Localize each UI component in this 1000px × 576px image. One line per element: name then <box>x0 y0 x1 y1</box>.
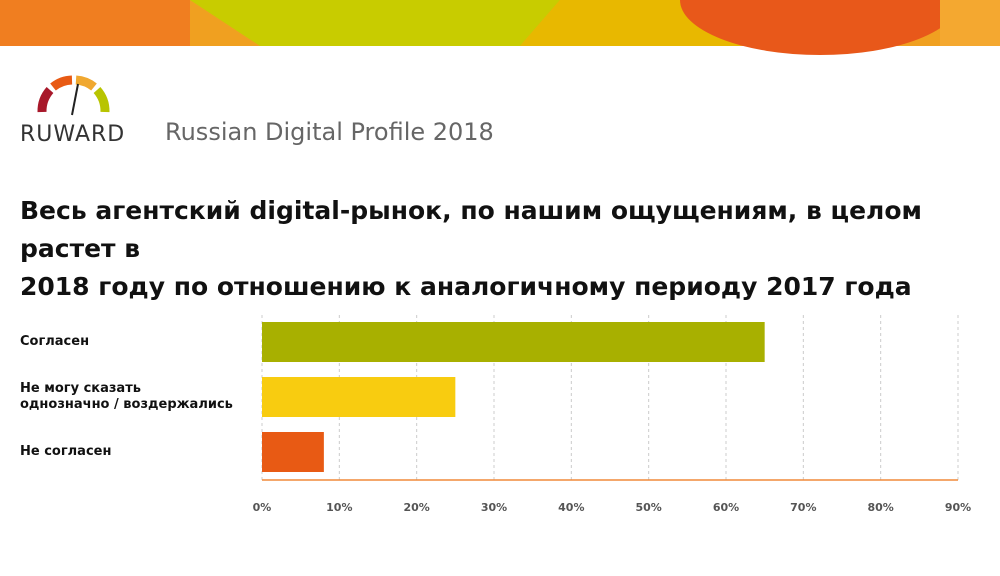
logo <box>37 75 110 116</box>
bar <box>262 377 456 417</box>
bar <box>262 432 324 472</box>
subtitle: Russian Digital Profile 2018 <box>165 118 494 146</box>
x-tick-label: 60% <box>712 501 740 514</box>
x-tick-label: 0% <box>252 501 272 514</box>
x-tick-label: 90% <box>944 501 972 514</box>
banner <box>0 0 1000 55</box>
brand: RUWARD <box>20 122 126 147</box>
x-tick-label: 70% <box>790 501 817 514</box>
category-label: Согласен <box>20 334 90 349</box>
x-tick-label: 40% <box>558 501 585 514</box>
x-tick-label: 20% <box>403 501 430 514</box>
category-label: Не могу сказать однозначно / воздержалис… <box>20 381 233 412</box>
x-tick-label: 10% <box>326 501 353 514</box>
x-tick-label: 50% <box>635 501 662 514</box>
bar <box>262 322 765 362</box>
x-tick-label: 80% <box>867 501 894 514</box>
chart-title: Весь агентский digital-рынок, по нашим о… <box>20 196 922 301</box>
x-tick-label: 30% <box>480 501 508 514</box>
category-label: Не согласен <box>20 444 112 459</box>
